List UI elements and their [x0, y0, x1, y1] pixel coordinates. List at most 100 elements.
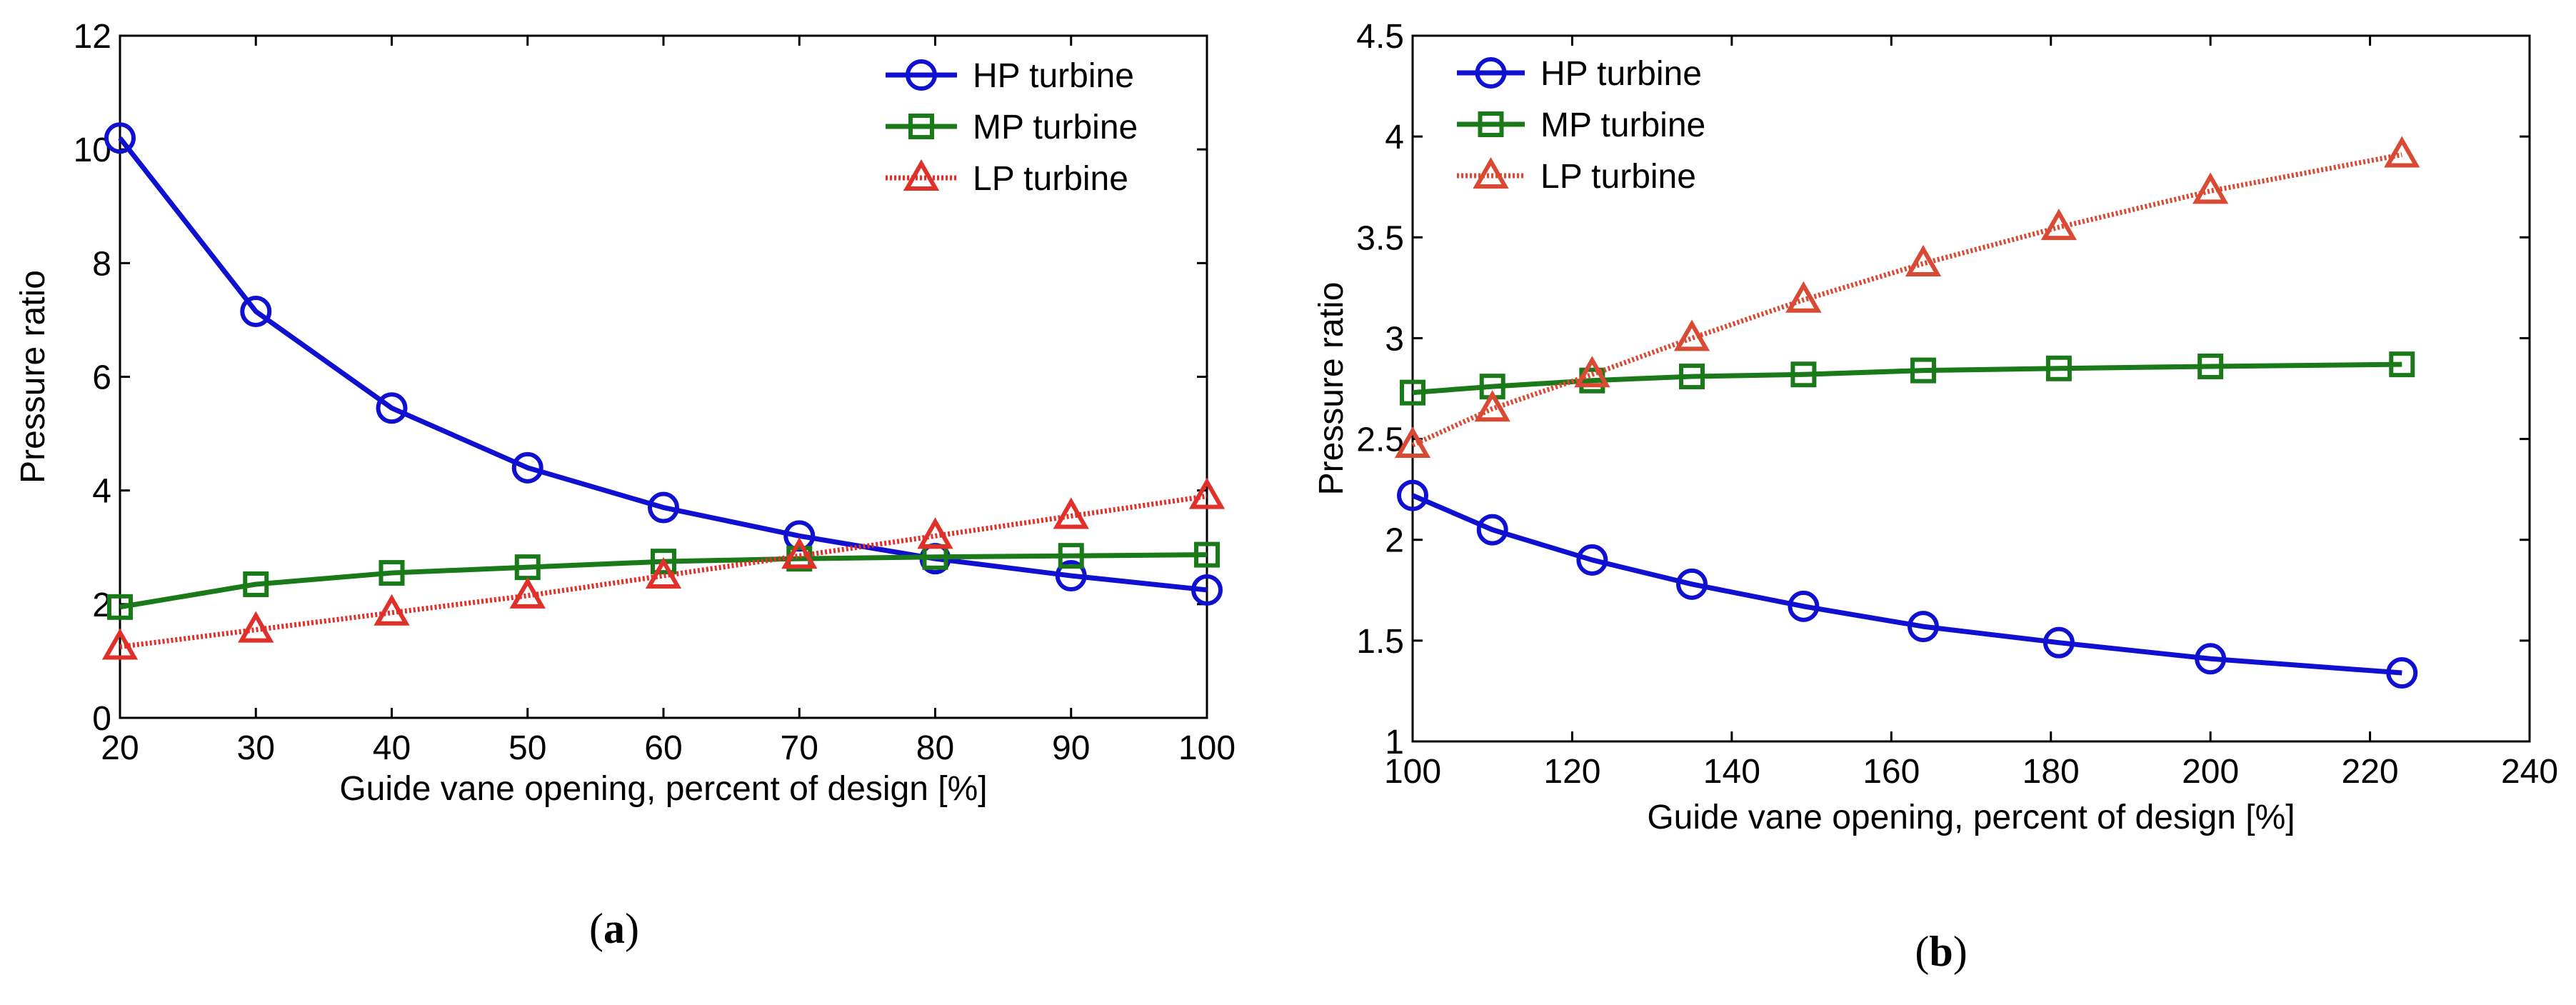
data-point-hp: [511, 451, 543, 484]
data-point-lp: [645, 556, 682, 589]
x-tick-label: 60: [644, 729, 682, 767]
x-tick-label: 180: [2023, 753, 2080, 791]
legend-marker: [1475, 57, 1507, 89]
x-tick-label: 20: [101, 729, 139, 767]
data-point-lp: [238, 611, 274, 643]
y-tick-label: 4.5: [1356, 18, 1404, 56]
data-point-lp: [1394, 426, 1431, 459]
data-point-lp: [374, 594, 410, 626]
data-point-hp: [376, 392, 408, 424]
data-point-hp: [104, 122, 136, 154]
legend-marker: [903, 159, 940, 191]
y-tick-label: 4: [92, 473, 111, 511]
data-point-lp: [1188, 477, 1226, 509]
series-line-lp: [1411, 152, 2402, 448]
x-tick-label: 40: [373, 729, 411, 767]
data-point-mp: [1679, 364, 1705, 390]
figure-caption: (b): [1915, 928, 1967, 975]
y-tick-label: 1: [1385, 724, 1404, 761]
data-point-mp: [1790, 361, 1817, 388]
data-point-lp: [1474, 390, 1510, 422]
y-axis-label: Pressure ratio: [14, 270, 52, 484]
plot-frame: [1411, 34, 2531, 743]
x-tick-label: 140: [1703, 753, 1760, 791]
data-point-lp: [2192, 172, 2229, 204]
x-tick-label: 100: [1178, 729, 1236, 767]
x-tick-label: 120: [1543, 753, 1600, 791]
data-point-mp: [2045, 355, 2072, 381]
data-point-lp: [101, 628, 139, 660]
x-tick-label: 90: [1052, 729, 1090, 767]
data-point-mp: [2197, 353, 2224, 379]
legend-label: MP turbine: [1540, 106, 1705, 144]
legend-label: LP turbine: [1540, 158, 1696, 196]
data-point-lp: [509, 576, 546, 609]
series-line-hp: [118, 136, 1208, 593]
data-point-lp: [1053, 497, 1089, 529]
legend-marker: [1473, 156, 1509, 189]
data-point-mp: [1910, 357, 1936, 384]
legend-label: LP turbine: [973, 160, 1128, 198]
data-point-mp: [1194, 541, 1220, 568]
x-tick-label: 30: [237, 729, 275, 767]
data-point-hp: [1476, 514, 1508, 546]
data-point-mp: [1400, 379, 1425, 406]
data-point-hp: [2195, 643, 2227, 675]
y-tick-label: 3: [1385, 320, 1404, 358]
x-tick-label: 160: [1863, 753, 1920, 791]
legend-label: HP turbine: [1540, 55, 1702, 93]
data-point-mp: [243, 571, 269, 597]
data-point-lp: [1785, 281, 1822, 313]
data-point-mp: [379, 560, 405, 586]
x-axis-label: Guide vane opening, percent of design [%…: [339, 770, 987, 808]
data-point-lp: [917, 517, 953, 549]
y-tick-label: 2: [1385, 522, 1404, 560]
data-point-lp: [1673, 319, 1710, 351]
data-point-lp: [1905, 244, 1942, 276]
y-tick-label: 3.5: [1356, 219, 1404, 257]
data-point-hp: [1788, 590, 1820, 622]
y-tick-label: 12: [74, 18, 111, 56]
y-tick-label: 1.5: [1356, 623, 1404, 661]
data-point-hp: [1397, 479, 1428, 511]
x-tick-label: 100: [1384, 753, 1441, 791]
data-point-lp: [2040, 209, 2078, 241]
data-point-mp: [651, 549, 676, 575]
y-tick-label: 4: [1385, 119, 1404, 156]
y-tick-label: 2.5: [1356, 421, 1404, 459]
legend-marker: [906, 59, 937, 91]
x-tick-label: 70: [781, 729, 818, 767]
data-point-mp: [107, 594, 133, 620]
legend-marker: [1478, 111, 1504, 137]
series-line-hp: [1411, 493, 2402, 676]
data-point-lp: [1574, 356, 1610, 388]
legend-label: HP turbine: [973, 57, 1134, 95]
data-point-hp: [1676, 568, 1708, 600]
x-tick-label: 220: [2342, 753, 2399, 791]
y-tick-label: 0: [92, 700, 111, 738]
y-axis-label: Pressure ratio: [1313, 282, 1350, 496]
x-tick-label: 200: [2182, 753, 2239, 791]
legend-label: MP turbine: [973, 109, 1138, 146]
series-line-lp: [119, 494, 1208, 649]
data-point-hp: [1055, 560, 1087, 592]
series-line-mp: [1412, 361, 2402, 396]
x-tick-label: 80: [916, 729, 954, 767]
figure-caption: (a): [589, 905, 639, 952]
data-point-hp: [2043, 626, 2075, 659]
data-point-hp: [240, 295, 272, 327]
x-axis-label: Guide vane opening, percent of design [%…: [1647, 799, 2295, 836]
y-tick-label: 6: [92, 359, 111, 397]
data-point-mp: [1058, 543, 1084, 569]
data-point-hp: [2386, 657, 2418, 689]
data-point-lp: [781, 537, 818, 569]
data-point-lp: [2384, 136, 2420, 168]
y-tick-label: 8: [92, 245, 111, 283]
chart-b: 100 120 140 160 180 200 220 240 1 1.5 2 2.5 3 3.5 4 4.5…: [1313, 18, 2558, 975]
data-point-hp: [648, 491, 679, 524]
legend-marker: [908, 114, 934, 139]
x-tick-label: 240: [2501, 753, 2558, 791]
data-point-hp: [1576, 544, 1608, 576]
data-point-mp: [2389, 351, 2415, 378]
